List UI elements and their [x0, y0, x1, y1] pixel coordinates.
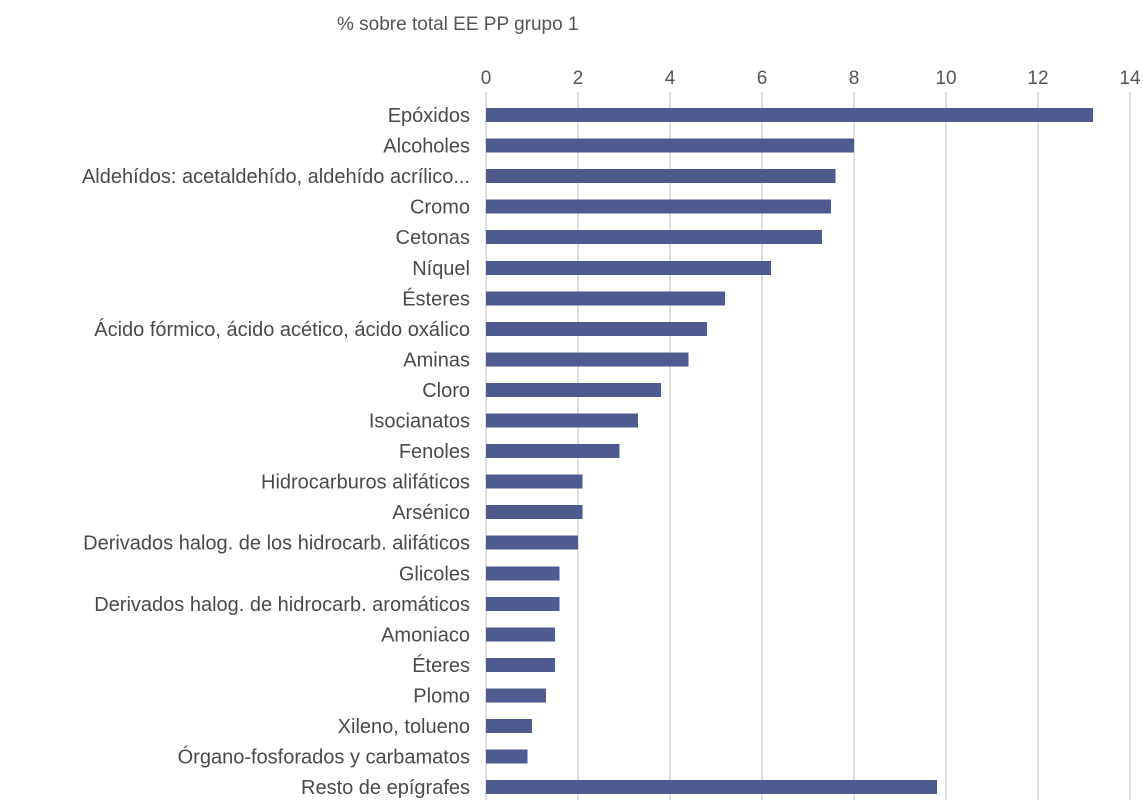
bar	[486, 505, 583, 520]
x-axis-title: % sobre total EE PP grupo 1	[337, 14, 579, 35]
bar	[486, 108, 1094, 122]
category-label: Resto de epígrafes	[301, 777, 470, 799]
bar	[486, 444, 620, 459]
x-axis-ticks: 0 2 4 6 8 10 12 14	[481, 68, 1141, 89]
x-tick-label: 2	[573, 68, 584, 89]
x-tick-label: 6	[757, 68, 768, 89]
bar	[486, 260, 772, 275]
bar	[486, 688, 546, 703]
category-label: Ácido fórmico, ácido acético, ácido oxál…	[94, 318, 470, 341]
category-label: Epóxidos	[388, 105, 470, 127]
category-label: Derivados halog. de hidrocarb. aromático…	[94, 594, 470, 616]
category-label: Órgano-fosforados y carbamatos	[178, 746, 470, 769]
bar	[486, 352, 689, 367]
bar	[486, 382, 661, 397]
category-label: Amoniaco	[381, 624, 470, 646]
category-label: Cetonas	[396, 227, 471, 249]
category-label: Xileno, tolueno	[338, 716, 470, 738]
bar	[486, 566, 560, 581]
category-label: Fenoles	[399, 441, 470, 463]
bars	[486, 108, 1094, 795]
bar	[486, 596, 560, 611]
bar	[486, 230, 822, 245]
category-label: Arsénico	[392, 502, 470, 524]
bar	[486, 291, 726, 306]
bar	[486, 138, 854, 153]
category-label: Aminas	[403, 349, 470, 371]
bar	[486, 719, 532, 733]
bar	[486, 627, 555, 642]
category-label: Plomo	[413, 685, 470, 707]
category-label: Alcoholes	[383, 136, 470, 158]
x-tick-label: 10	[935, 68, 956, 89]
category-label: Ésteres	[402, 287, 470, 310]
category-label: Níquel	[412, 258, 470, 280]
x-tick-label: 0	[481, 68, 492, 89]
category-label: Éteres	[412, 654, 470, 677]
bar	[486, 413, 638, 428]
x-tick-label: 12	[1027, 68, 1048, 89]
bar	[486, 321, 707, 336]
category-label: Cromo	[410, 197, 470, 219]
x-tick-label: 8	[849, 68, 860, 89]
category-label: Hidrocarburos alifáticos	[261, 472, 470, 494]
bar	[486, 657, 555, 672]
x-tick-label: 4	[665, 68, 676, 89]
category-label: Glicoles	[399, 563, 470, 585]
bar	[486, 749, 528, 764]
bar	[486, 169, 836, 184]
category-label: Derivados halog. de los hidrocarb. alifá…	[83, 533, 470, 555]
category-label: Isocianatos	[369, 411, 470, 433]
bar	[486, 199, 831, 214]
x-tick-label: 14	[1119, 68, 1141, 89]
category-label: Aldehídos: acetaldehído, aldehído acríli…	[82, 166, 470, 188]
category-label: Cloro	[422, 380, 470, 402]
bar	[486, 474, 583, 489]
category-labels: Epóxidos Alcoholes Aldehídos: acetaldehído…	[82, 105, 470, 799]
bar	[486, 535, 578, 550]
bar	[486, 780, 937, 795]
